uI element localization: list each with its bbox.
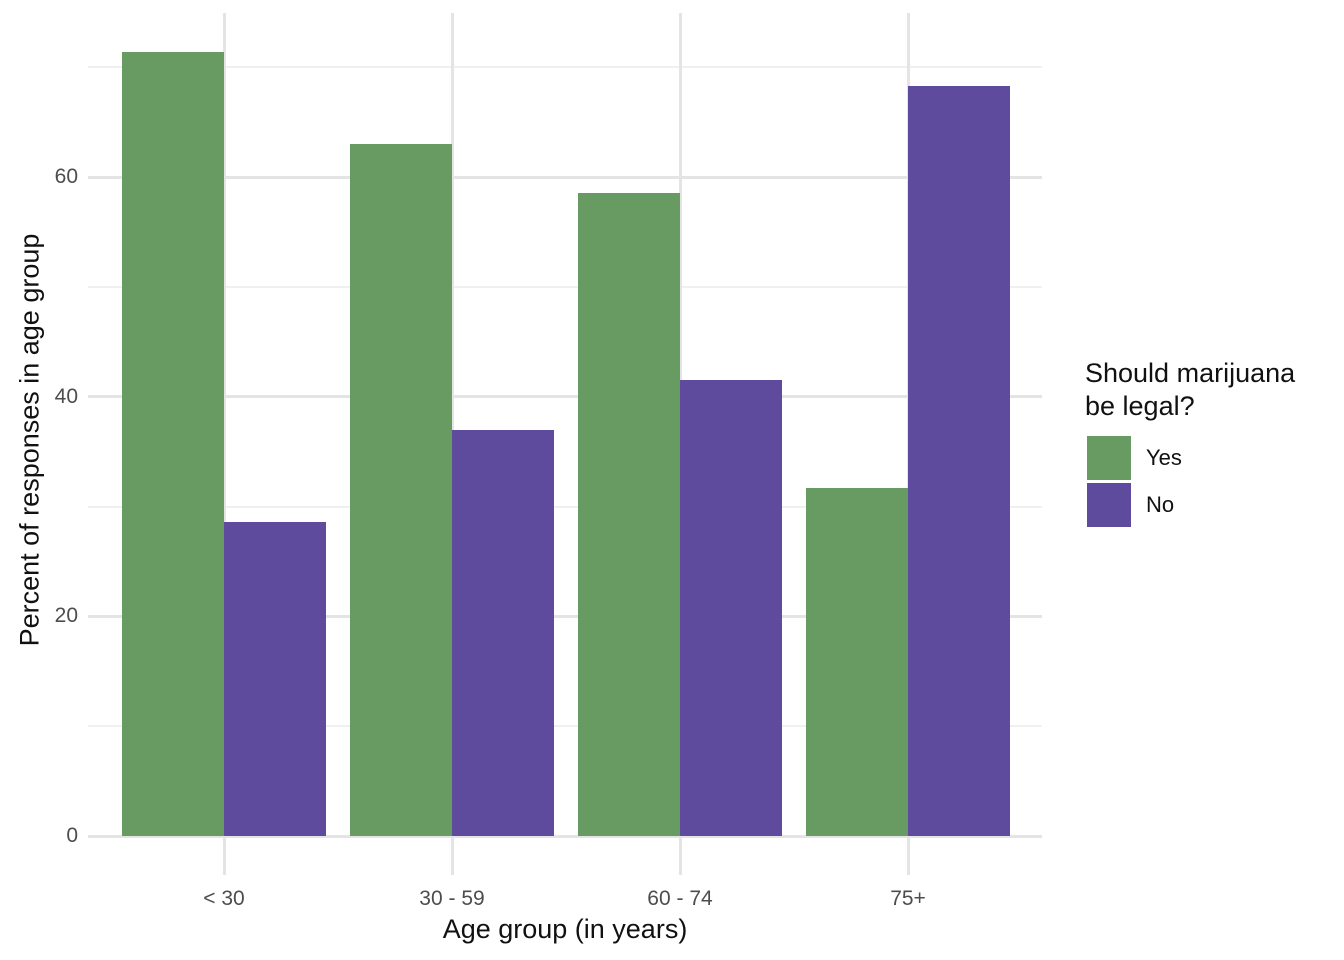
gridline-major-y20 (88, 614, 1042, 618)
bar-yes-1 (122, 51, 224, 836)
y-tick-label-60: 60 (54, 165, 78, 189)
y-tick-label-20: 20 (54, 604, 78, 628)
gridline-major-y0 (88, 834, 1042, 838)
bar-no-1 (224, 521, 326, 836)
x-tick-label-1: < 30 (203, 887, 245, 910)
legend-title: Should marijuana be legal? (1085, 357, 1295, 423)
gridline-minor-y30 (88, 505, 1042, 508)
legend-label-yes: Yes (1146, 445, 1182, 470)
bar-no-2 (452, 429, 554, 836)
gridline-minor-y50 (88, 285, 1042, 288)
gridline-major-y60 (88, 175, 1042, 179)
y-tick-label-40: 40 (54, 384, 78, 408)
legend-title-line2: be legal? (1085, 391, 1195, 421)
x-tick-label-4: 75+ (890, 887, 926, 910)
gridline-minor-y70 (88, 66, 1042, 69)
gridline-minor-y10 (88, 725, 1042, 728)
legend-key-yes (1087, 436, 1131, 480)
bar-no-3 (680, 380, 782, 836)
y-axis-title: Percent of responses in age group (14, 233, 45, 647)
plot-panel (88, 13, 1042, 875)
bar-no-4 (908, 85, 1010, 836)
bar-yes-3 (578, 193, 680, 836)
gridline-major-y40 (88, 395, 1042, 399)
legend-key-no (1087, 483, 1131, 527)
x-tick-label-2: 30 - 59 (419, 887, 485, 910)
gridline-major-x1 (222, 13, 226, 875)
y-tick-label-0: 0 (66, 824, 78, 847)
bar-yes-2 (350, 144, 452, 836)
x-tick-label-3: 60 - 74 (647, 887, 713, 910)
x-axis-title: Age group (in years) (442, 914, 688, 944)
bar-yes-4 (806, 487, 908, 836)
legend-title-line1: Should marijuana (1085, 358, 1296, 388)
legend-label-no: No (1146, 492, 1175, 517)
